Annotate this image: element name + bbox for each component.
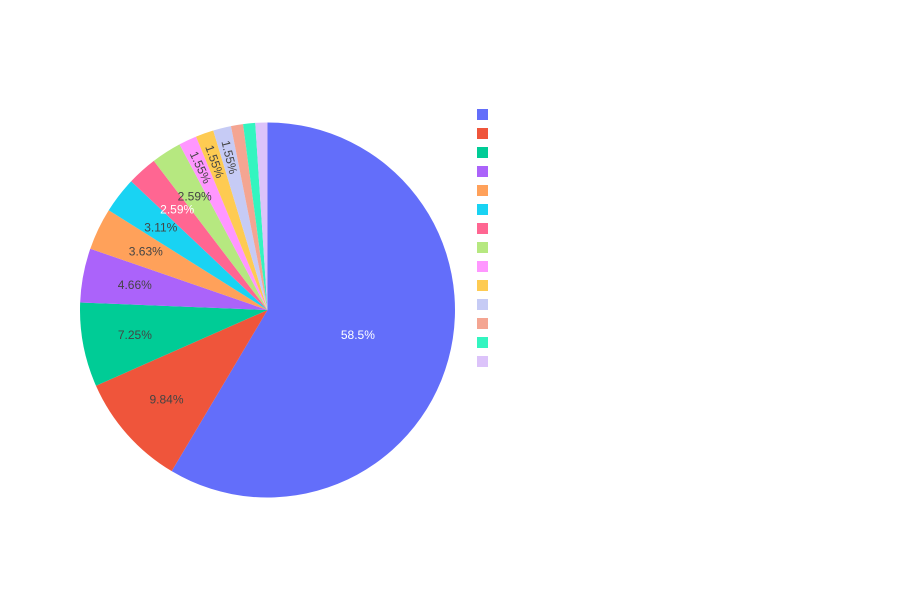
legend-swatch-12	[477, 318, 488, 329]
pie-slice-labels: 58.5% 9.84% 7.25% 4.66% 3.63% 3.11% 2.59%2.59%…	[118, 139, 375, 407]
legend-item-2[interactable]	[477, 128, 488, 139]
legend-swatch-5	[477, 185, 488, 196]
legend-swatch-14	[477, 356, 488, 367]
legend-swatch-7	[477, 223, 488, 234]
slice-label-2: 9.84%	[149, 393, 183, 407]
legend-item-7[interactable]	[477, 223, 488, 234]
slice-label-6: 3.11%	[144, 220, 177, 234]
legend[interactable]	[477, 109, 488, 367]
legend-item-4[interactable]	[477, 166, 488, 177]
legend-item-10[interactable]	[477, 280, 488, 291]
pie-slice-9[interactable]	[179, 136, 268, 310]
legend-item-5[interactable]	[477, 185, 488, 196]
pie-slice-10[interactable]	[196, 130, 268, 310]
slice-label-3: 7.25%	[118, 328, 152, 342]
legend-swatch-3	[477, 147, 488, 158]
legend-item-11[interactable]	[477, 299, 488, 310]
legend-item-8[interactable]	[477, 242, 488, 253]
legend-item-9[interactable]	[477, 261, 488, 272]
pie-slice-4[interactable]	[80, 248, 268, 310]
slice-label-8: 2.59%	[178, 189, 212, 203]
legend-swatch-8	[477, 242, 488, 253]
legend-swatch-6	[477, 204, 488, 215]
legend-item-3[interactable]	[477, 147, 488, 158]
pie-slice-14[interactable]	[255, 122, 268, 310]
pie-slice-11[interactable]	[213, 126, 268, 310]
pie-slice-2[interactable]	[95, 310, 268, 472]
pie-slices	[80, 122, 455, 498]
legend-item-12[interactable]	[477, 318, 488, 329]
slice-label-5: 3.63%	[129, 245, 163, 259]
legend-item-13[interactable]	[477, 337, 488, 348]
legend-item-1[interactable]	[477, 109, 488, 120]
legend-swatch-13	[477, 337, 488, 348]
pie-slice-3[interactable]	[80, 302, 268, 386]
legend-swatch-10	[477, 280, 488, 291]
legend-swatch-11	[477, 299, 488, 310]
legend-swatch-2	[477, 128, 488, 139]
pie-slice-8[interactable]	[153, 144, 268, 310]
pie-slice-13[interactable]	[243, 122, 268, 311]
legend-swatch-9	[477, 261, 488, 272]
slice-label-1: 58.5%	[341, 328, 375, 342]
legend-swatch-4	[477, 166, 488, 177]
slice-label-4: 4.66%	[118, 278, 152, 292]
pie-slice-1[interactable]	[171, 122, 455, 498]
slice-label-7: 2.59%	[160, 203, 194, 217]
pie-slice-12[interactable]	[230, 124, 268, 310]
legend-item-6[interactable]	[477, 204, 488, 215]
legend-item-14[interactable]	[477, 356, 488, 367]
pie-slice-5[interactable]	[90, 210, 268, 310]
legend-swatch-1	[477, 109, 488, 120]
pie-slice-7[interactable]	[131, 160, 268, 310]
pie-slice-6[interactable]	[108, 181, 268, 310]
